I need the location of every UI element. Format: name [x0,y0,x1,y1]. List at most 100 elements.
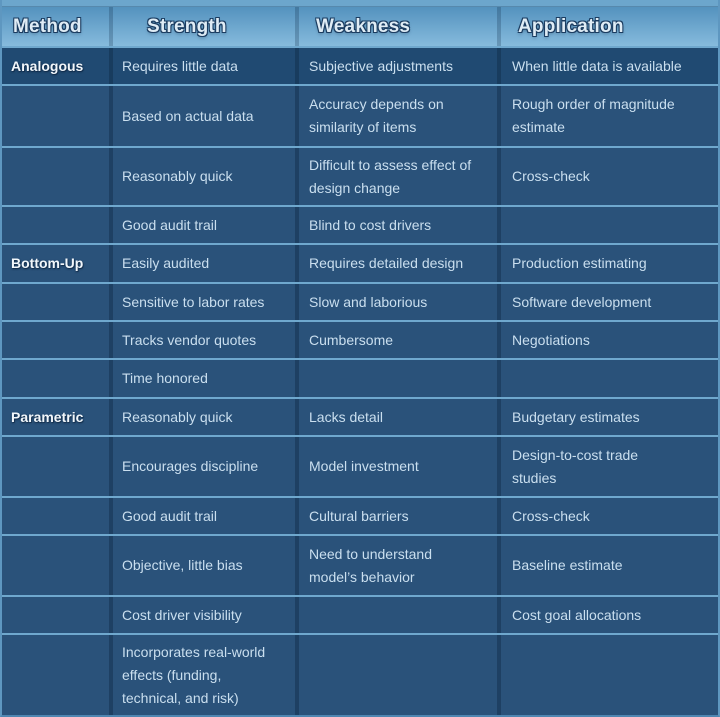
strength-cell: Requires little data [109,48,295,84]
table-row: Incorporates real-world effects (funding… [2,633,718,715]
table-row: Cost driver visibility Cost goal allocati… [2,595,718,633]
application-cell [497,207,718,243]
cell-text: Subjective adjustments [309,57,453,74]
strength-cell: Easily audited [109,245,295,282]
application-cell: Design-to-cost trade studies [497,437,718,496]
weakness-cell: Blind to cost drivers [295,207,497,243]
strength-cell: Tracks vendor quotes [109,322,295,358]
application-cell: Budgetary estimates [497,399,718,435]
table-row: Objective, little bias Need to understand… [2,534,718,595]
method-label: Parametric [11,408,84,425]
cell-text: Objective, little bias [122,557,243,573]
table-row: Encourages discipline Model investment Des… [2,435,718,496]
method-cell [2,148,109,205]
column-header-label: Weakness [316,15,411,37]
cell-text: Difficult to assess effect of design cha… [309,156,472,196]
method-cell [2,597,109,633]
application-cell: Cross-check [497,148,718,205]
cell-text: Cross-check [512,507,590,524]
method-cell [2,322,109,358]
cell-text: Baseline estimate [512,557,623,573]
cell-text: Good audit trail [122,216,217,233]
method-label: Bottom-Up [11,255,84,271]
application-cell: Cost goal allocations [497,597,718,633]
weakness-cell: Need to understand model’s behavior [295,536,497,595]
column-header-label: Application [518,15,624,37]
weakness-cell: Cultural barriers [295,498,497,534]
cell-text: Software development [512,293,652,310]
method-cell [2,207,109,243]
method-cell: Parametric [2,399,109,435]
cell-text: Based on actual data [122,107,254,124]
cell-text: Good audit trail [122,507,217,524]
table-row: Bottom-Up Easily audited Requires detailed… [2,243,718,282]
application-cell [497,635,718,715]
cell-text: Requires little data [122,57,238,74]
method-cell: Bottom-Up [2,245,109,282]
column-header-label: Strength [147,15,227,37]
weakness-cell: Subjective adjustments [295,48,497,84]
strength-cell: Objective, little bias [109,536,295,595]
strength-cell: Good audit trail [109,498,295,534]
cell-text: Cumbersome [309,331,394,348]
application-cell: Cross-check [497,498,718,534]
cell-text: Design-to-cost trade studies [512,446,639,486]
cell-text: Reasonably quick [122,168,233,184]
cell-text: Production estimating [512,255,647,271]
method-cell [2,86,109,146]
weakness-cell: Slow and laborious [295,284,497,320]
cell-text: Rough order of magnitude estimate [512,96,675,135]
cell-text: Requires detailed design [309,255,464,271]
cell-text: Sensitive to labor rates [122,293,265,310]
weakness-cell [295,597,497,633]
strength-cell: Reasonably quick [109,399,295,435]
application-cell: Rough order of magnitude estimate [497,86,718,146]
strength-cell: Time honored [109,360,295,397]
cell-text: Easily audited [122,255,210,271]
table-header-row: Method Strength Weakness Application [2,7,718,46]
weakness-cell [295,360,497,397]
cell-text: Time honored [122,370,208,386]
table-row: Tracks vendor quotes Cumbersome Negotiatio… [2,320,718,358]
cell-text: Tracks vendor quotes [122,331,257,348]
weakness-cell: Cumbersome [295,322,497,358]
cell-text: When little data is available [512,57,682,74]
table-row: Good audit trail Blind to cost drivers [2,205,718,243]
method-cell [2,284,109,320]
strength-cell: Cost driver visibility [109,597,295,633]
table-row: Reasonably quick Difficult to assess effe… [2,146,718,205]
application-cell: Software development [497,284,718,320]
table-row: Analogous Requires little data Subjective … [2,46,718,84]
method-cell: Analogous [2,48,109,84]
application-cell: When little data is available [497,48,718,84]
cell-text: Model investment [309,458,419,474]
table-row: Time honored [2,358,718,397]
strength-cell: Good audit trail [109,207,295,243]
cell-text: Cost goal allocations [512,606,642,623]
strength-cell: Sensitive to labor rates [109,284,295,320]
cell-text: Cross-check [512,168,590,184]
cell-text: Need to understand model’s behavior [309,545,432,585]
cell-text: Budgetary estimates [512,408,640,425]
strength-cell: Incorporates real-world effects (funding… [109,635,295,715]
cell-text: Cost driver visibility [122,606,242,623]
method-label: Analogous [11,57,84,74]
column-header-application: Application [497,7,718,46]
application-cell: Production estimating [497,245,718,282]
cell-text: Accuracy depends on similarity of items [309,96,444,135]
column-header-label: Method [13,15,82,37]
cell-text: Encourages discipline [122,458,259,474]
column-header-method: Method [2,7,109,46]
table-row: Good audit trail Cultural barriers Cross-c… [2,496,718,534]
table-row: Sensitive to labor rates Slow and laborio… [2,282,718,320]
cell-text: Negotiations [512,331,590,348]
method-cell [2,536,109,595]
cell-text: Incorporates real-world effects (funding… [122,643,266,706]
column-header-strength: Strength [109,7,295,46]
method-cell [2,360,109,397]
application-cell: Negotiations [497,322,718,358]
table-row: Based on actual data Accuracy depends on … [2,84,718,146]
cell-text: Reasonably quick [122,408,233,425]
method-cell [2,437,109,496]
weakness-cell: Requires detailed design [295,245,497,282]
